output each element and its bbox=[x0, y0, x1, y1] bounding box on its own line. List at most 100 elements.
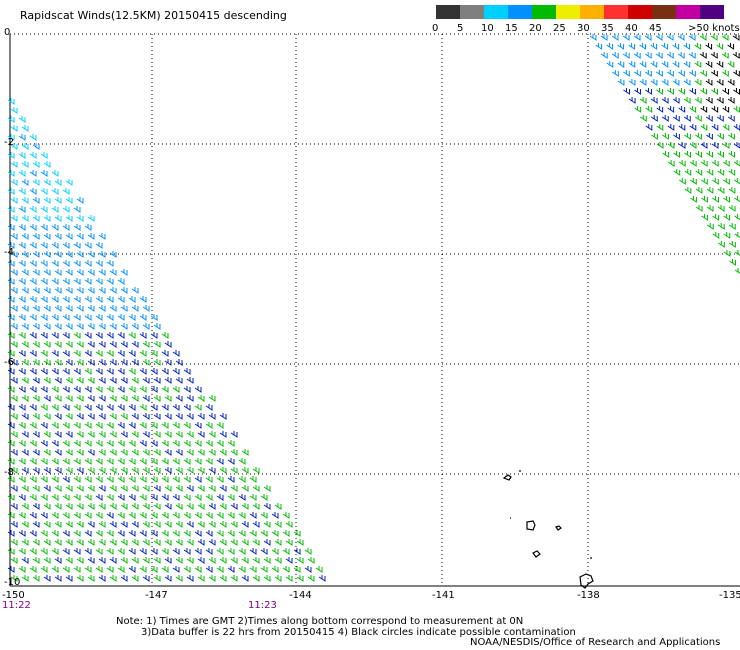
wind-barb bbox=[161, 386, 169, 393]
wind-barb bbox=[10, 575, 18, 582]
wind-barb bbox=[109, 575, 117, 582]
wind-barb bbox=[10, 359, 18, 366]
wind-barb bbox=[219, 503, 227, 510]
wind-barb bbox=[238, 566, 246, 573]
wind-barb bbox=[644, 52, 652, 59]
wind-barb bbox=[40, 314, 48, 321]
wind-barb bbox=[689, 142, 697, 149]
wind-barb bbox=[263, 521, 271, 528]
wind-barb bbox=[263, 575, 271, 582]
wind-barb bbox=[241, 521, 249, 528]
wind-barb bbox=[29, 440, 37, 447]
wind-barb bbox=[219, 431, 227, 438]
wind-barb bbox=[87, 287, 95, 294]
wind-barb bbox=[51, 332, 59, 339]
wind-barb bbox=[690, 178, 697, 185]
wind-barb bbox=[120, 431, 128, 438]
wind-barb bbox=[43, 233, 51, 240]
wind-barb bbox=[194, 458, 202, 465]
wind-barb bbox=[10, 179, 18, 186]
wind-barb bbox=[21, 359, 29, 366]
wind-barb bbox=[117, 296, 125, 303]
wind-barb bbox=[729, 259, 736, 266]
wind-barb bbox=[62, 494, 70, 501]
wind-barb bbox=[7, 494, 15, 501]
wind-barb bbox=[139, 350, 147, 357]
wind-barb bbox=[661, 97, 669, 104]
wind-barb bbox=[43, 161, 51, 168]
wind-barb bbox=[683, 43, 691, 50]
wind-barb bbox=[197, 467, 205, 474]
wind-barb bbox=[153, 539, 161, 546]
wind-barb bbox=[150, 566, 158, 573]
wind-barb bbox=[120, 305, 128, 312]
wind-barb bbox=[43, 557, 51, 564]
wind-barb bbox=[131, 575, 139, 582]
wind-barb bbox=[153, 395, 161, 402]
wind-barb bbox=[139, 494, 147, 501]
wind-barb bbox=[293, 566, 301, 573]
wind-barb bbox=[21, 485, 29, 492]
wind-barb bbox=[32, 467, 40, 474]
wind-barb bbox=[722, 142, 730, 149]
wind-barb bbox=[95, 296, 103, 303]
wind-barb bbox=[18, 224, 26, 231]
wind-barb bbox=[84, 422, 92, 429]
wind-barb bbox=[172, 548, 180, 555]
wind-barb bbox=[76, 431, 84, 438]
wind-barb bbox=[7, 242, 15, 249]
wind-barb bbox=[32, 179, 40, 186]
legend-swatch bbox=[652, 5, 676, 19]
wind-barb bbox=[639, 115, 647, 122]
wind-barb bbox=[241, 449, 249, 456]
wind-barb bbox=[51, 422, 59, 429]
wind-barb bbox=[172, 350, 180, 357]
wind-barb bbox=[589, 34, 597, 41]
wind-barb bbox=[10, 503, 18, 510]
wind-barb bbox=[106, 332, 114, 339]
lat-tick-label: -4 bbox=[4, 247, 14, 258]
wind-barb bbox=[40, 440, 48, 447]
wind-barb bbox=[175, 377, 183, 384]
wind-barb bbox=[694, 97, 702, 104]
wind-barb bbox=[95, 458, 103, 465]
wind-barb bbox=[40, 206, 48, 213]
wind-barb bbox=[623, 70, 630, 77]
legend-swatch bbox=[556, 5, 580, 19]
lon-tick-label: -141 bbox=[432, 590, 455, 601]
lon-tick-label: -150 bbox=[2, 590, 25, 601]
wind-barb bbox=[142, 395, 150, 402]
wind-barb bbox=[128, 332, 136, 339]
wind-barb bbox=[18, 260, 26, 267]
wind-barb bbox=[672, 43, 680, 50]
wind-barb bbox=[153, 377, 161, 384]
wind-barb bbox=[208, 413, 216, 420]
wind-barb bbox=[10, 539, 18, 546]
wind-barb bbox=[194, 476, 202, 483]
wind-barb bbox=[54, 539, 62, 546]
wind-barb bbox=[706, 169, 714, 176]
wind-barb bbox=[76, 557, 84, 564]
wind-barb bbox=[175, 359, 183, 366]
wind-barb bbox=[10, 431, 18, 438]
wind-barb bbox=[7, 386, 15, 393]
wind-barb bbox=[241, 575, 249, 582]
wind-barb bbox=[128, 548, 136, 555]
wind-barb bbox=[216, 512, 224, 519]
wind-barb bbox=[628, 97, 636, 104]
wind-barb bbox=[43, 485, 51, 492]
wind-barb bbox=[117, 476, 125, 483]
wind-barb bbox=[142, 323, 150, 330]
wind-barb bbox=[29, 296, 37, 303]
wind-barb bbox=[87, 233, 95, 240]
wind-barb bbox=[84, 350, 92, 357]
wind-barb bbox=[117, 422, 125, 429]
map-title: Rapidscat Winds(12.5KM) 20150415 descend… bbox=[20, 9, 287, 22]
wind-barb bbox=[656, 106, 664, 113]
wind-barb bbox=[29, 566, 37, 573]
wind-barb bbox=[172, 530, 180, 537]
wind-barb bbox=[54, 305, 62, 312]
wind-barb bbox=[62, 296, 70, 303]
wind-barb bbox=[87, 557, 95, 564]
wind-barb bbox=[109, 341, 117, 348]
